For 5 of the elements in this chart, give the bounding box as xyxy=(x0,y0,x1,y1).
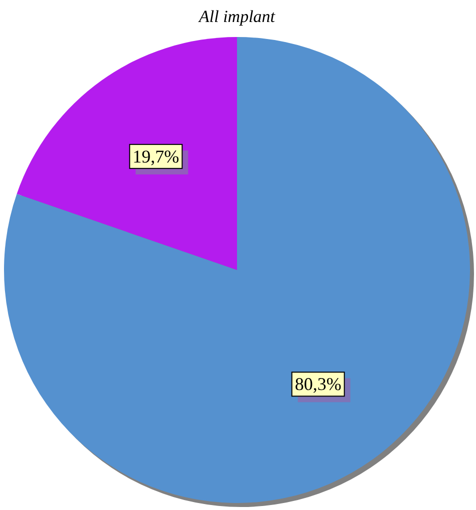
pie-slice xyxy=(16,37,237,270)
chart-title: All implant xyxy=(198,7,276,26)
data-label: 80,3% xyxy=(294,374,342,394)
pie-slice xyxy=(4,37,470,503)
data-label: 19,7% xyxy=(132,146,180,166)
